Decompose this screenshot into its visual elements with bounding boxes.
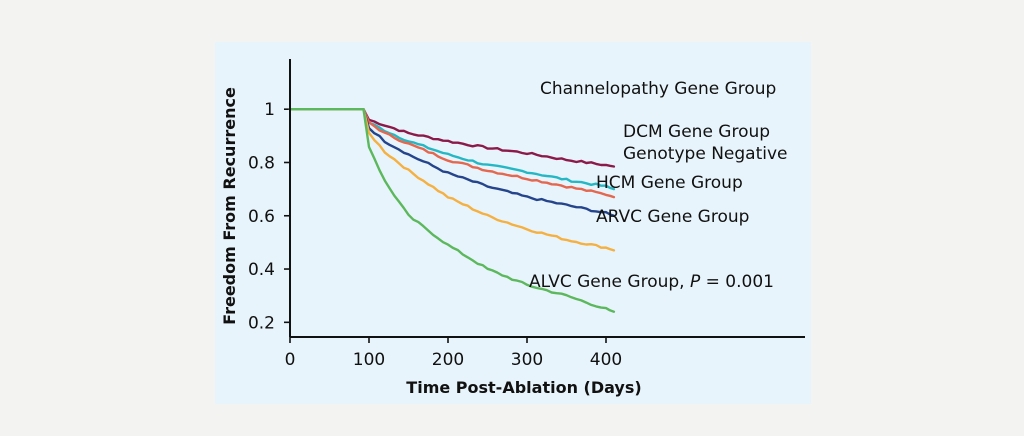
series-line-2 [288,108,616,199]
series-label-2: Genotype Negative [623,144,787,164]
x-tick-label-2: 200 [432,350,464,370]
x-tick-label-1: 100 [353,350,385,370]
chart-panel: 0 100 200 300 400 0.2 0.4 0.6 0.8 1 Channelopathy… [215,42,811,404]
series-label-4: ARVC Gene Group [596,207,749,227]
y-tick-label-3: 0.8 [248,153,275,173]
series-line-0 [288,108,616,168]
y-axis-title: Freedom From Recurrence [220,87,239,325]
y-tick-label-4: 1 [264,100,275,120]
x-tick-label-3: 300 [511,350,543,370]
ticks-layer: 0 100 200 300 400 0.2 0.4 0.6 0.8 1 [248,100,622,370]
annotation-p-symbol: P [690,272,701,292]
y-tick-label-2: 0.6 [248,207,275,227]
x-axis-title: Time Post-Ablation (Days) [406,378,641,397]
labels-layer: Channelopathy Gene Group DCM Gene GroupGe… [540,79,787,227]
y-tick-label-0: 0.2 [248,313,275,333]
x-tick-label-4: 400 [590,350,622,370]
x-tick-label-0: 0 [285,350,296,370]
lines-layer [288,108,616,313]
y-tick-label-1: 0.4 [248,260,275,280]
annotation-p-value: = 0.001 [700,272,774,292]
series-line-1 [288,108,616,191]
annotation-prefix: ALVC Gene Group, [529,272,690,292]
series-line-5 [288,108,616,313]
chart-svg: 0 100 200 300 400 0.2 0.4 0.6 0.8 1 Channelopathy… [220,59,805,397]
series-label-0: Channelopathy Gene Group [540,79,776,99]
series-label-1: DCM Gene Group [623,122,770,142]
series-label-3: HCM Gene Group [596,173,743,193]
annotation-p-value: ALVC Gene Group, P = 0.001 [529,272,774,292]
